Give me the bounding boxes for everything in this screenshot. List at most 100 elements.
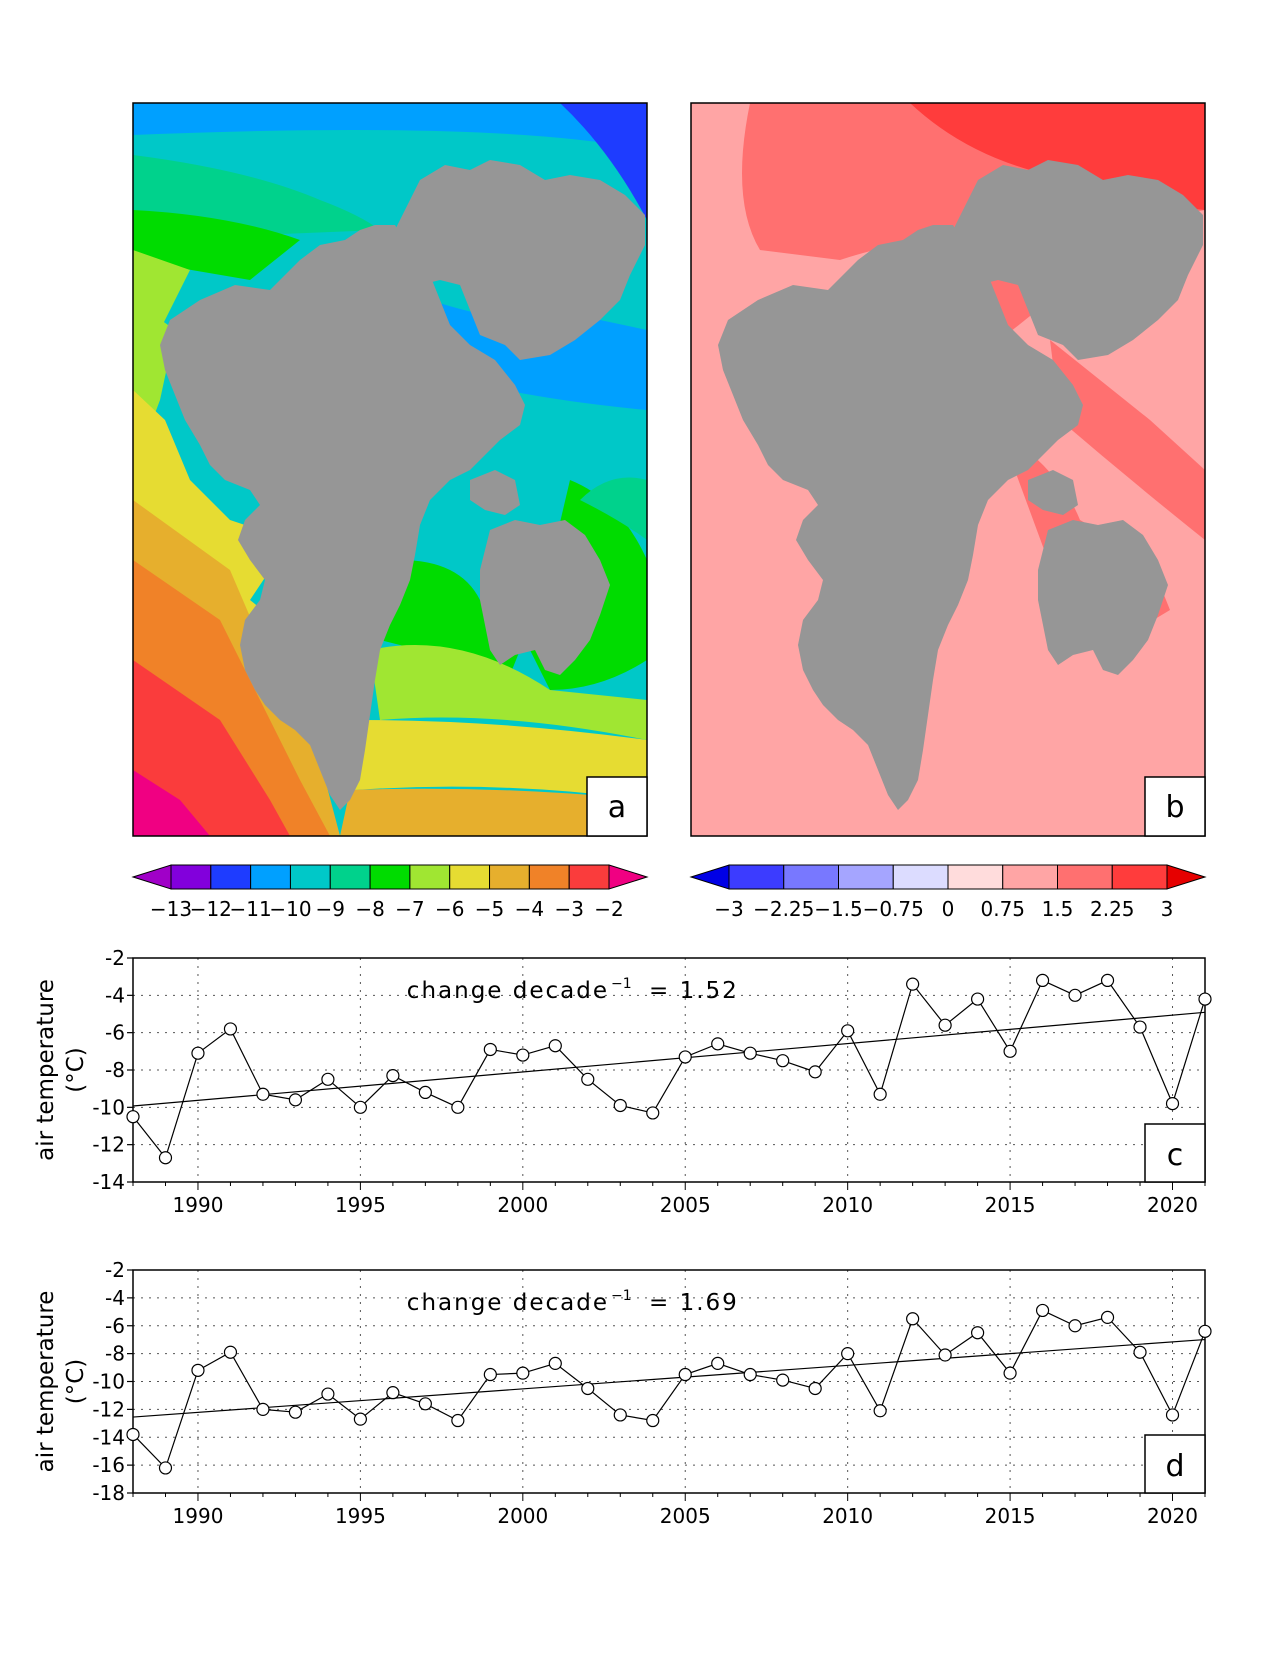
x-tick-label: 1995 [335, 1193, 386, 1217]
colorbar-segment [783, 864, 839, 890]
y-tick-label: -18 [92, 1481, 125, 1505]
map-panel-label-b: b [1165, 790, 1184, 825]
data-point [1035, 973, 1050, 988]
data-point [321, 1387, 335, 1401]
panel-label-box [1144, 1123, 1206, 1183]
data-point [1068, 1319, 1082, 1333]
data-point [971, 1326, 985, 1340]
trend-line [132, 1011, 1206, 1107]
colorbar-tick-label: 3 [1161, 897, 1174, 921]
data-point [906, 977, 920, 991]
y-tick-label: -12 [92, 1397, 125, 1421]
data-point [126, 1110, 140, 1124]
x-tick-label: 1990 [173, 1504, 224, 1528]
y-tick-label: -6 [105, 1314, 125, 1338]
data-point [386, 1386, 400, 1400]
data-point [678, 1050, 692, 1064]
data-point [548, 1039, 562, 1053]
colorbar-segment [1002, 864, 1058, 890]
data-point [1133, 1020, 1147, 1034]
data-point [743, 1367, 757, 1382]
colorbar-tick-label: −11 [230, 897, 272, 921]
data-point [971, 992, 985, 1006]
trend-annotation-exponent: −1 [611, 976, 632, 992]
trend-line [132, 1338, 1206, 1418]
data-point [1100, 973, 1115, 988]
y-tick-label: -10 [92, 1095, 125, 1119]
data-point [353, 1100, 367, 1114]
data-point [613, 1408, 627, 1422]
colorbar-end-low [689, 864, 730, 890]
colorbar-end-high [1166, 864, 1207, 890]
data-point [776, 1373, 790, 1387]
data-point [1133, 1345, 1147, 1359]
data-point [938, 1018, 952, 1032]
colorbar-end-low [131, 864, 172, 890]
data-point [418, 1085, 432, 1100]
trend-annotation-label: change decade [407, 1290, 609, 1316]
colorbar-tick-label: 2.25 [1090, 897, 1135, 921]
line-chart-d: -18 -16 -14 -12 -10 -8 -6 -4 -2 1990 1995 2000 2005 2… [33, 1258, 1212, 1528]
map-panel-a: a [132, 102, 648, 837]
data-point [581, 1381, 595, 1396]
data-point [418, 1397, 432, 1411]
colorbar-tick-label: 1.5 [1042, 897, 1074, 921]
y-tick-label: -2 [105, 1258, 125, 1282]
y-axis-label: (°C) [63, 1047, 89, 1093]
x-tick-label: 2010 [822, 1504, 873, 1528]
y-tick-label: -12 [92, 1133, 125, 1157]
data-point [483, 1367, 497, 1382]
data-point [191, 1046, 205, 1060]
colorbar-tick-label: 0.75 [980, 897, 1025, 921]
x-tick-label: 2015 [985, 1193, 1036, 1217]
colorbar-tick-label: −9 [316, 897, 345, 921]
map-panel-b: b [690, 102, 1206, 837]
data-point [646, 1106, 660, 1120]
data-point [873, 1087, 887, 1101]
colorbar-tick-label: −10 [269, 897, 311, 921]
y-tick-label: -6 [105, 1021, 125, 1045]
data-point [873, 1404, 887, 1418]
data-point [288, 1093, 303, 1107]
x-tick-label: 2005 [660, 1193, 711, 1217]
x-tick-label: 1995 [335, 1504, 386, 1528]
colorbar-tick-label: −7 [395, 897, 424, 921]
colorbar-tick-label: −8 [355, 897, 384, 921]
colorbar-segment [489, 864, 530, 890]
data-point [613, 1098, 627, 1113]
colorbar-tick-label: −4 [515, 897, 544, 921]
colorbar-end-high [608, 864, 649, 890]
colorbar-segment [369, 864, 411, 890]
colorbar-b: −3 −2.25 −1.5 −0.75 0 0.75 1.5 2.25 3 [689, 864, 1207, 921]
colorbar-segment [838, 864, 894, 890]
data-point [581, 1072, 595, 1086]
colorbar-tick-label: −6 [435, 897, 464, 921]
line-chart-c: -14 -12 -10 -8 -6 -4 -2 1990 1995 2000 2005 2010 201… [33, 946, 1212, 1217]
data-point [126, 1427, 140, 1442]
colorbar-segment [1111, 864, 1168, 890]
data-point [516, 1366, 530, 1380]
colorbar-segment [947, 864, 1004, 890]
colorbar-tick-label: −13 [150, 897, 192, 921]
data-point [191, 1363, 205, 1377]
x-tick-label: 1990 [173, 1193, 224, 1217]
y-axis-label: (°C) [63, 1359, 89, 1405]
colorbar-tick-label: −2.25 [753, 897, 814, 921]
panel-label-box [1144, 1434, 1206, 1494]
data-point [1068, 988, 1082, 1002]
data-point [841, 1347, 855, 1361]
data-point [321, 1072, 335, 1086]
y-axis-label: air temperature [33, 979, 59, 1161]
colorbar-tick-label: 0 [942, 897, 955, 921]
data-point [1100, 1310, 1115, 1324]
x-tick-label: 2000 [497, 1504, 548, 1528]
x-tick-label: 2020 [1147, 1504, 1198, 1528]
colorbar-a: −13−12−11−10 −9 −8 −7 −6 −5 −4 −3 −2 [131, 864, 649, 921]
trend-annotation-label: change decade [407, 978, 609, 1004]
data-point [1165, 1408, 1180, 1422]
panel-label: d [1165, 1449, 1184, 1484]
colorbar-tick-label: −1.5 [814, 897, 863, 921]
colorbar-tick-label: −2 [594, 897, 623, 921]
data-point [1003, 1366, 1017, 1380]
